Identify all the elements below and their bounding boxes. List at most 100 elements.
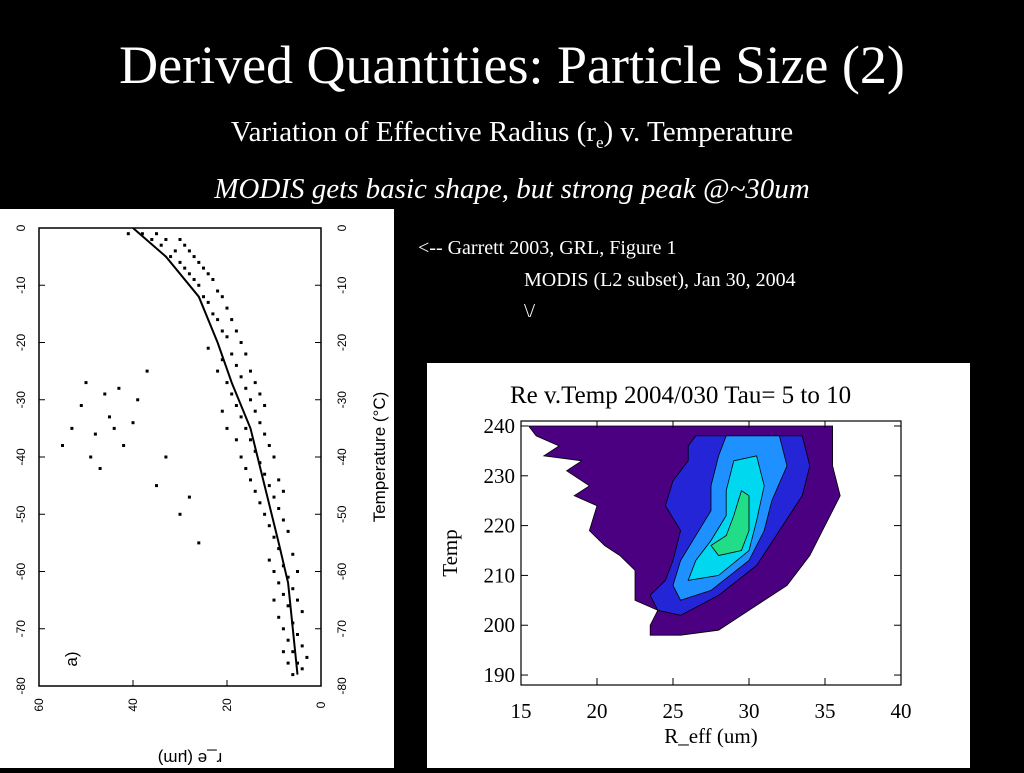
scatter-point <box>263 512 267 516</box>
scatter-point <box>183 266 187 270</box>
scatter-point <box>234 404 238 407</box>
scatter-point <box>249 369 252 373</box>
contour-x-tick-label: 40 <box>891 699 912 723</box>
subtitle-text-end: ) v. Temperature <box>603 116 794 148</box>
scatter-point <box>98 467 102 470</box>
scatter-point <box>192 278 196 281</box>
scatter-point <box>281 518 285 522</box>
scatter-point <box>216 369 220 373</box>
scatter-point <box>244 467 248 470</box>
scatter-point <box>267 484 271 488</box>
scatter-point <box>220 329 224 333</box>
scatter-point <box>187 495 191 499</box>
scatter-point <box>211 278 215 281</box>
scatter-y-tick-label-left: -50 <box>14 505 28 523</box>
slide-subtitle: Variation of Effective Radius (re) v. Te… <box>0 114 1024 161</box>
slide-title: Derived Quantities: Particle Size (2) <box>119 35 905 95</box>
scatter-point <box>258 461 262 465</box>
scatter-point <box>173 249 177 253</box>
scatter-point <box>277 478 281 482</box>
contour-y-tick-label: 210 <box>484 563 516 587</box>
contour-frame <box>520 420 902 686</box>
contour-x-tick-label: 35 <box>815 699 836 723</box>
scatter-y-tick-label-left: -80 <box>14 677 28 695</box>
scatter-point <box>253 489 257 493</box>
scatter-y-tick-label-left: -20 <box>14 334 28 352</box>
scatter-x-axis-title: r_e (μm) <box>158 749 223 768</box>
scatter-point <box>272 455 276 459</box>
scatter-point <box>103 392 107 396</box>
scatter-point <box>136 398 140 402</box>
scatter-point <box>230 352 234 356</box>
garrett-figure: 0 0 -10 -10 -20 -20 -30 -30 -40 -40 -50 -50 -60 -60 -7… <box>0 209 394 768</box>
scatter-point <box>117 386 121 390</box>
contour-y-tick-label: 190 <box>484 663 516 687</box>
scatter-point <box>220 409 224 413</box>
scatter-point <box>272 598 276 602</box>
scatter-point <box>178 260 182 264</box>
scatter-point <box>79 404 83 407</box>
scatter-y-tick-label-left: 0 <box>14 224 28 231</box>
scatter-point <box>239 455 243 459</box>
caption-citation: <-- Garrett 2003, GRL, Figure 1 <box>418 237 677 259</box>
scatter-point <box>155 232 158 236</box>
scatter-point <box>249 478 252 482</box>
scatter-point <box>187 249 191 253</box>
scatter-point <box>84 381 88 385</box>
scatter-point <box>281 650 285 654</box>
scatter-point <box>239 375 243 379</box>
caption-modis: MODIS (L2 subset), Jan 30, 2004 <box>524 269 796 291</box>
scatter-point <box>281 592 285 596</box>
scatter-point <box>253 449 257 453</box>
scatter-point <box>150 238 154 241</box>
scatter-point <box>296 633 299 636</box>
scatter-point <box>291 650 295 654</box>
scatter-point <box>258 392 262 396</box>
scatter-point <box>296 661 299 665</box>
scatter-point <box>239 415 243 419</box>
subtitle-subscript: e <box>595 132 604 152</box>
scatter-point <box>112 426 116 430</box>
scatter-y-tick-label-left: -10 <box>14 276 28 294</box>
scatter-point <box>244 352 248 356</box>
contour-y-axis-title: Temp <box>438 529 462 577</box>
scatter-axes: 0 0 -10 -10 -20 -20 -30 -30 -40 -40 -50 -50 -60 -60 -7… <box>14 224 389 768</box>
scatter-y-tick-label-right: -50 <box>335 505 349 523</box>
scatter-point <box>263 472 267 476</box>
scatter-point <box>253 409 257 413</box>
scatter-point <box>61 444 64 447</box>
scatter-point <box>305 655 309 659</box>
scatter-point <box>244 386 248 390</box>
scatter-point <box>296 570 299 573</box>
scatter-y-tick-label-left: -70 <box>14 620 28 638</box>
scatter-point <box>281 489 285 493</box>
scatter-y-tick-label-left: -40 <box>14 448 28 466</box>
scatter-point <box>140 232 144 236</box>
scatter-point <box>277 547 281 551</box>
scatter-point <box>220 358 224 362</box>
scatter-trend-line <box>132 227 299 675</box>
scatter-panel-label: a) <box>62 651 81 666</box>
scatter-point <box>202 295 205 299</box>
scatter-point <box>291 552 295 556</box>
scatter-point <box>155 484 158 488</box>
scatter-point <box>225 335 229 339</box>
scatter-point <box>263 404 267 407</box>
scatter-point <box>239 341 243 344</box>
scatter-point <box>286 604 290 608</box>
scatter-point <box>277 507 281 510</box>
scatter-point <box>300 610 304 614</box>
scatter-point <box>272 570 276 573</box>
scatter-point <box>291 673 295 677</box>
contour-y-tick-label: 220 <box>484 514 516 538</box>
scatter-point <box>272 495 276 499</box>
scatter-plot-area <box>61 227 309 677</box>
scatter-point <box>258 421 262 425</box>
scatter-x-tick-label: 40 <box>126 698 140 712</box>
scatter-point <box>286 575 290 579</box>
scatter-y-tick-label-right: -40 <box>335 448 349 466</box>
scatter-point <box>164 238 168 241</box>
scatter-point <box>178 512 182 516</box>
scatter-point <box>230 318 234 322</box>
scatter-point <box>225 306 229 310</box>
